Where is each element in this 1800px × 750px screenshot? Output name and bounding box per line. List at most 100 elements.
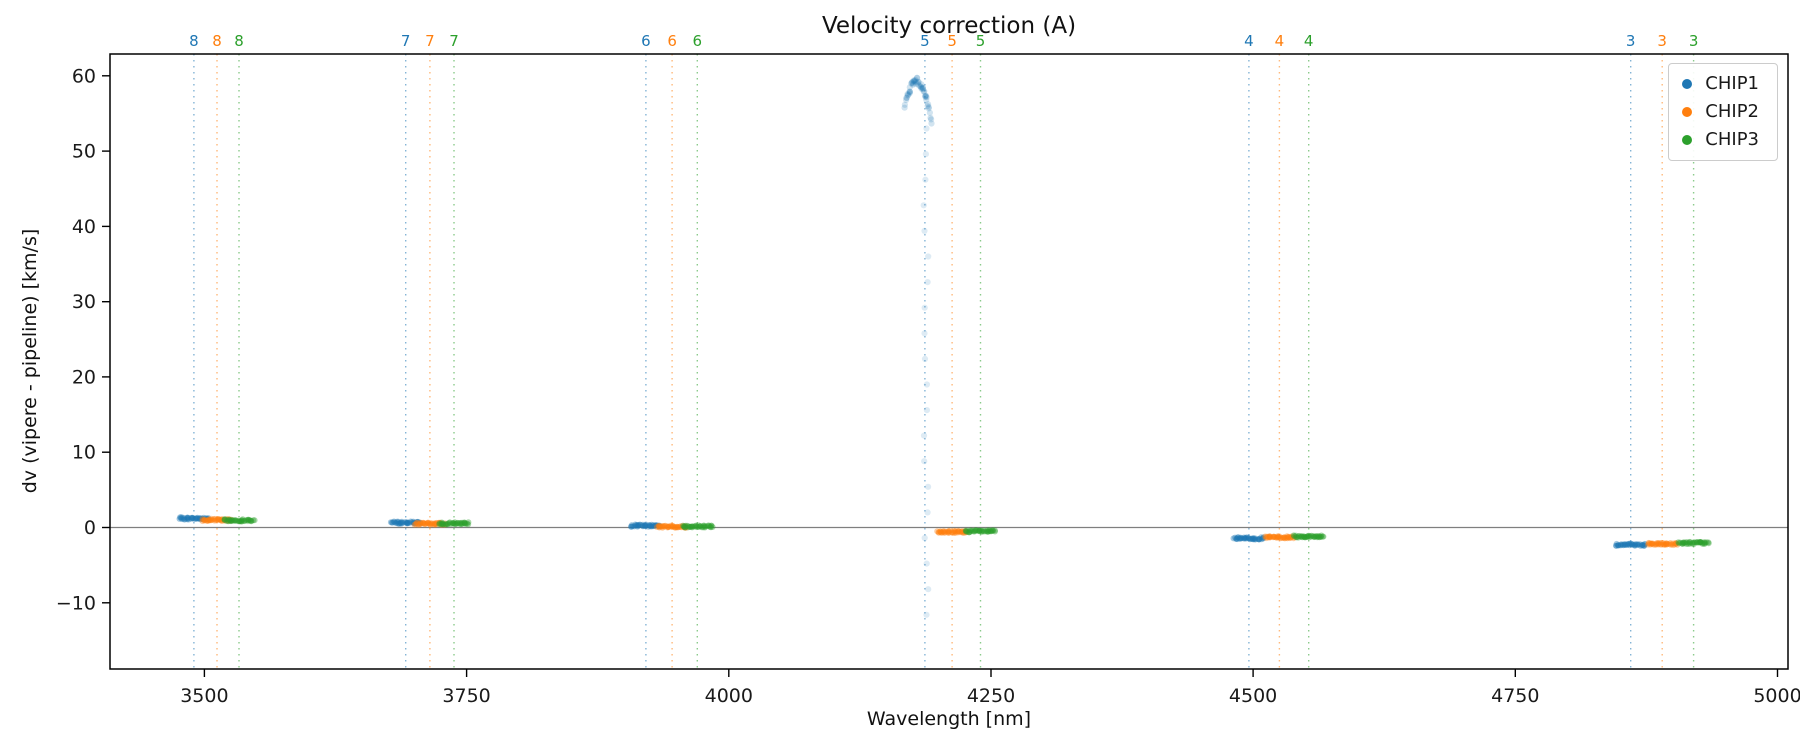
data-point-chip2 [665, 524, 672, 530]
data-point-chip2 [939, 529, 946, 536]
data-point-chip2 [682, 524, 689, 531]
data-point-chip3 [1307, 533, 1314, 540]
anomaly-point-chip1 [919, 84, 927, 92]
data-point-chip1 [188, 515, 195, 522]
data-point-chip1 [391, 519, 398, 526]
data-point-chip3 [1675, 539, 1682, 546]
data-point-chip2 [1263, 533, 1270, 540]
data-point-chip3 [454, 520, 460, 527]
data-point-chip3 [986, 527, 993, 534]
data-point-chip3 [436, 520, 443, 527]
data-point-chip1 [201, 516, 208, 523]
data-point-chip1 [197, 515, 203, 522]
anomaly-point-chip1 [923, 94, 930, 101]
data-point-chip3 [459, 519, 466, 526]
data-point-chip2 [1674, 541, 1681, 548]
data-point-chip1 [202, 515, 209, 522]
data-point-chip3 [452, 520, 459, 527]
data-point-chip2 [442, 520, 448, 527]
data-point-chip3 [229, 517, 236, 524]
data-point-chip3 [251, 517, 258, 524]
data-point-chip2 [204, 518, 211, 524]
data-point-chip2 [433, 521, 440, 528]
data-point-chip3 [973, 527, 980, 534]
data-point-chip3 [708, 522, 715, 529]
data-point-chip2 [1291, 534, 1298, 541]
anomaly-trail-point-chip1 [923, 560, 930, 567]
data-point-chip3 [1301, 534, 1308, 541]
anomaly-point-chip1 [915, 79, 922, 86]
data-point-chip2 [679, 522, 686, 529]
data-point-chip2 [1660, 540, 1667, 546]
data-point-chip2 [1281, 534, 1287, 541]
data-point-chip1 [642, 523, 649, 530]
data-point-chip3 [984, 528, 991, 535]
data-point-chip3 [248, 518, 255, 525]
data-point-chip2 [425, 519, 432, 526]
anomaly-point-chip1 [917, 83, 924, 90]
data-point-chip2 [215, 516, 222, 523]
data-point-chip3 [1693, 539, 1700, 546]
data-point-chip3 [1316, 534, 1323, 541]
data-point-chip2 [222, 517, 228, 524]
data-point-chip2 [940, 528, 947, 535]
data-point-chip2 [1655, 540, 1662, 547]
data-point-chip3 [1697, 539, 1704, 546]
data-point-chip2 [201, 517, 208, 524]
data-point-chip3 [1316, 533, 1322, 539]
anomaly-point-chip1 [928, 116, 935, 123]
data-point-chip2 [219, 516, 226, 523]
data-point-chip1 [1234, 536, 1241, 543]
legend-label-chip2: CHIP2 [1705, 101, 1759, 122]
data-point-chip3 [991, 527, 998, 534]
data-point-chip1 [633, 522, 640, 529]
data-point-chip2 [656, 522, 663, 529]
x-tick-label: 5000 [1753, 685, 1800, 707]
data-point-chip3 [456, 520, 463, 527]
data-point-chip3 [439, 520, 446, 527]
data-point-chip3 [438, 519, 445, 526]
data-point-chip1 [176, 515, 183, 522]
data-point-chip2 [431, 521, 438, 528]
data-point-chip3 [245, 516, 252, 523]
data-point-chip3 [232, 517, 239, 524]
data-point-chip2 [958, 528, 965, 535]
data-point-chip3 [697, 523, 704, 530]
data-point-chip3 [680, 522, 686, 529]
y-tick-label: 30 [72, 291, 96, 313]
data-point-chip3 [1301, 533, 1308, 540]
data-point-chip2 [1286, 535, 1293, 542]
data-point-chip2 [659, 523, 665, 530]
data-point-chip1 [1628, 540, 1634, 547]
data-point-chip1 [632, 521, 639, 528]
data-point-chip2 [667, 523, 674, 530]
data-point-chip2 [1667, 540, 1674, 546]
data-point-chip1 [178, 515, 185, 522]
data-point-chip3 [971, 528, 978, 535]
anomaly-trail-point-chip1 [922, 176, 929, 183]
data-point-chip1 [648, 521, 655, 528]
data-point-chip3 [1293, 534, 1300, 541]
anomaly-trail-point-chip1 [924, 279, 931, 286]
data-point-chip1 [648, 523, 655, 530]
data-point-chip2 [226, 516, 233, 523]
data-point-chip1 [1622, 542, 1629, 548]
anomaly-point-chip1 [909, 79, 916, 86]
data-point-chip2 [427, 520, 434, 527]
data-point-chip2 [1667, 541, 1674, 548]
data-point-chip3 [236, 518, 243, 525]
data-point-chip1 [188, 514, 195, 521]
data-point-chip2 [412, 521, 419, 527]
data-point-chip1 [1256, 536, 1263, 543]
data-point-chip2 [219, 518, 226, 524]
anomaly-point-chip1 [901, 101, 909, 108]
data-point-chip3 [235, 518, 242, 525]
data-point-chip2 [1649, 540, 1656, 547]
data-point-chip2 [225, 517, 232, 524]
data-point-chip1 [396, 520, 403, 527]
data-point-chip3 [698, 524, 705, 531]
data-point-chip3 [1682, 539, 1689, 546]
data-point-chip1 [184, 514, 191, 521]
data-point-chip2 [963, 528, 969, 535]
data-point-chip2 [205, 517, 212, 524]
